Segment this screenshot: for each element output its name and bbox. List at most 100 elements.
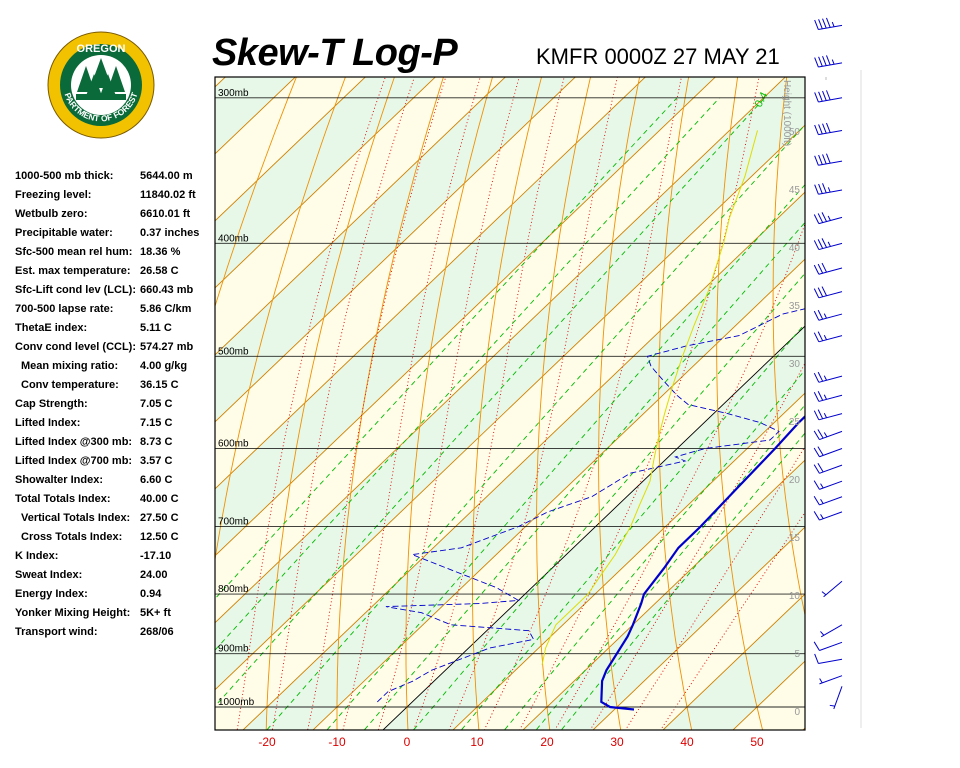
wind-barb (813, 309, 843, 321)
dry-adiabat (881, 0, 960, 737)
wind-barb (813, 371, 843, 383)
mixing-ratio-line (363, 221, 805, 730)
isotherm (242, 191, 805, 730)
pressure-label: 1000mb (218, 697, 255, 708)
index-label: Vertical Totals Index: (21, 512, 131, 524)
wind-barb (820, 624, 843, 638)
index-row: Lifted Index: 7.15 C (15, 415, 215, 434)
index-label: Wetbulb zero: (15, 208, 88, 220)
parcel-trace (541, 130, 758, 665)
moist-adiabat (271, 77, 415, 730)
isotherm (215, 77, 577, 423)
isotherm (522, 459, 805, 730)
isotherm (215, 77, 787, 624)
index-value: 11840.02 ft (140, 189, 196, 201)
index-row: Yonker Mixing Height: 5K+ ft (15, 605, 215, 624)
dry-adiabat (265, 77, 395, 730)
moist-adiabat-lines (236, 77, 805, 730)
height-label: 0 (794, 707, 800, 718)
index-value: 0.37 inches (140, 227, 200, 239)
height-label: 10 (789, 591, 801, 602)
pressure-label: 800mb (218, 584, 249, 595)
isotherm (215, 77, 507, 356)
pressure-label: 600mb (218, 439, 249, 450)
wind-barb (813, 238, 843, 251)
index-label: Lifted Index @700 mb: (15, 455, 133, 467)
mixing-ratio-label: 5 (946, 98, 959, 109)
mixing-ratio-label: 3 (903, 98, 916, 109)
wind-barb (813, 446, 843, 458)
index-value: 18.36 % (140, 246, 181, 258)
index-row: Lifted Index @300 mb: 8.73 C (15, 434, 215, 453)
height-label: 5 (794, 649, 800, 660)
isotherm (215, 77, 297, 155)
index-row: Sfc-500 mean rel hum: 18.36 % (15, 244, 215, 263)
mixing-ratio-line (412, 272, 805, 730)
index-row: Transport wind: 268/06 (15, 624, 215, 643)
isotherm (215, 77, 717, 557)
index-row: Vertical Totals Index: 27.50 C (15, 510, 215, 529)
wind-barb (813, 480, 843, 490)
dry-adiabat (933, 0, 960, 737)
index-value: 26.58 C (140, 265, 179, 277)
index-label: Mean mixing ratio: (21, 360, 119, 372)
temperature-band (215, 125, 805, 730)
stability-indices-panel: 1000-500 mb thick: 5644.00 m Freezing leve… (15, 168, 215, 643)
zero-isotherm (382, 325, 805, 730)
index-row: Freezing level: 11840.02 ft (15, 187, 215, 206)
temperature-bands (215, 77, 805, 730)
index-label: ThetaE index: (15, 322, 88, 334)
index-value: -17.10 (140, 550, 172, 562)
dewpoint-trace (376, 308, 805, 703)
mixing-ratio-line (460, 323, 805, 730)
index-row: ThetaE index: 5.11 C (15, 320, 215, 339)
index-value: 6.60 C (140, 474, 173, 486)
index-row: Total Totals Index: 40.00 C (15, 491, 215, 510)
index-row: Sweat Index: 24.00 (15, 567, 215, 586)
index-label: Est. max temperature: (15, 265, 131, 277)
x-axis-labels: -20 -10 0 10 20 30 40 50 (258, 735, 764, 749)
dry-adiabat (598, 77, 641, 730)
index-label: Sweat Index: (15, 569, 83, 581)
wind-barb (813, 495, 843, 506)
index-row: Sfc-Lift cond lev (LCL): 660.43 mb (15, 282, 215, 301)
isotherm (215, 124, 805, 691)
wind-barb (813, 641, 843, 651)
index-row: Cross Totals Index: 12.50 C (15, 529, 215, 548)
mixing-ratio-label: 2 (870, 98, 883, 109)
index-label: Conv cond level (CCL): (15, 341, 137, 353)
dry-adiabat (215, 77, 346, 563)
index-row: Est. max temperature: 26.58 C (15, 263, 215, 282)
wind-barb (814, 153, 843, 166)
mixing-ratio-line (266, 124, 805, 730)
index-value: 5.86 C/km (140, 303, 192, 315)
tree-icon (76, 58, 126, 100)
index-label: K Index: (15, 550, 59, 562)
dry-adiabat (828, 0, 960, 737)
height-axis-title: Height (1000ft) (781, 80, 792, 146)
index-value: 574.27 mb (140, 341, 194, 353)
index-value: 5.11 C (140, 322, 172, 334)
x-tick-label: 40 (680, 735, 694, 749)
plot-frame (214, 76, 806, 731)
index-label: Lifted Index @300 mb: (15, 436, 133, 448)
pressure-label: 900mb (218, 644, 249, 655)
index-row: 1000-500 mb thick: 5644.00 m (15, 168, 215, 187)
x-tick-label: 20 (540, 735, 554, 749)
wind-barb (813, 429, 843, 441)
index-value: 6610.01 ft (140, 208, 191, 220)
height-label: 40 (789, 243, 801, 254)
wind-barb (819, 675, 843, 685)
wind-barb (814, 55, 843, 68)
index-label: Transport wind: (15, 626, 98, 638)
height-axis-labels: 0 5 10 15 20 25 30 35 40 45 50 (789, 127, 801, 718)
dry-adiabat (658, 77, 693, 730)
wind-barb (813, 409, 843, 421)
x-tick-label: 50 (750, 735, 764, 749)
mixing-ratio-lines: 0.412358 (215, 90, 959, 730)
x-tick-label: 0 (404, 735, 411, 749)
index-value: 12.50 C (140, 531, 179, 543)
wind-barb (813, 331, 843, 343)
isotherm (215, 77, 227, 88)
